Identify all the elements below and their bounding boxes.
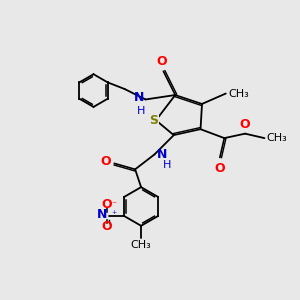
Text: H: H bbox=[136, 106, 145, 116]
Text: ⁺: ⁺ bbox=[111, 210, 116, 220]
Text: CH₃: CH₃ bbox=[267, 133, 288, 143]
Text: O: O bbox=[102, 198, 112, 211]
Text: CH₃: CH₃ bbox=[131, 240, 152, 250]
Text: O: O bbox=[157, 55, 167, 68]
Text: O: O bbox=[240, 118, 250, 131]
Text: O: O bbox=[214, 162, 225, 175]
Text: ⁻: ⁻ bbox=[112, 200, 117, 210]
Text: O: O bbox=[102, 220, 112, 233]
Text: S: S bbox=[149, 114, 158, 127]
Text: CH₃: CH₃ bbox=[228, 88, 249, 98]
Text: N: N bbox=[134, 92, 144, 104]
Text: N: N bbox=[97, 208, 107, 221]
Text: N: N bbox=[157, 148, 167, 161]
Text: H: H bbox=[163, 160, 171, 170]
Text: O: O bbox=[101, 155, 111, 168]
